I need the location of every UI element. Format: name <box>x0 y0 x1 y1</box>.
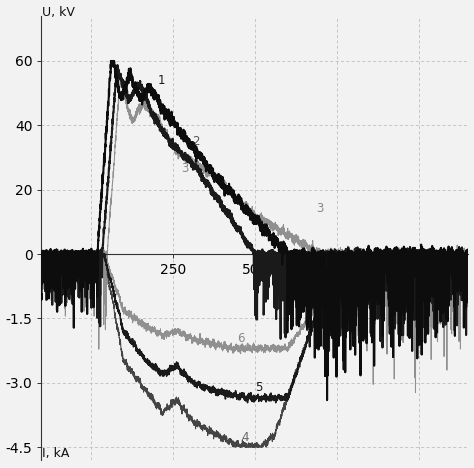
Text: 6: 6 <box>237 332 245 345</box>
Text: 2: 2 <box>192 135 200 147</box>
Text: 1: 1 <box>158 73 165 87</box>
Text: 4: 4 <box>242 431 249 444</box>
Text: U, kV: U, kV <box>42 6 75 19</box>
Text: 5: 5 <box>255 381 262 394</box>
Text: I, kA: I, kA <box>42 447 70 460</box>
Text: 3: 3 <box>316 202 323 215</box>
Text: 1: 1 <box>306 272 313 285</box>
Text: 3: 3 <box>181 162 189 176</box>
Text: t, ns: t, ns <box>438 268 465 281</box>
